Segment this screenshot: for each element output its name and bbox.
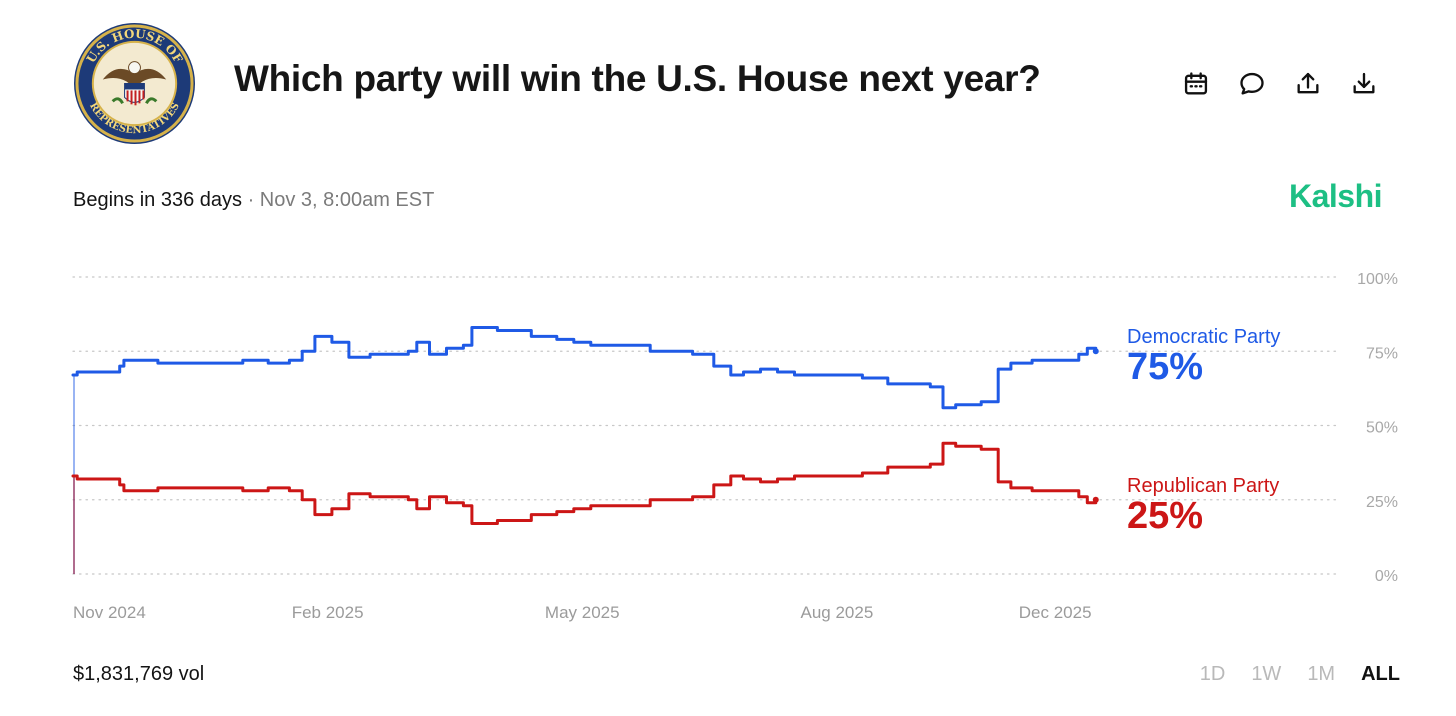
begins-date: Nov 3, 8:00am EST [259,189,435,211]
y-tick-label: 50% [1366,420,1398,437]
y-tick-label: 25% [1366,494,1398,511]
series-line-republican [71,441,1098,525]
share-button[interactable] [1292,67,1324,101]
series-end-dot-republican [1092,496,1099,503]
x-tick-label: Aug 2025 [801,603,874,622]
time-range-selector: 1D 1W 1M ALL [1174,663,1400,686]
series-line-democratic [71,326,1098,410]
series-value-label-republican: 25% [1127,495,1203,537]
kalshi-logo: Kalshi [1289,178,1383,214]
range-1d-button[interactable]: 1D [1199,663,1226,685]
market-timing: Begins in 336 days · Nov 3, 8:00am EST [73,189,434,212]
comment-icon [1240,72,1264,95]
series [71,326,1099,574]
x-tick-label: Nov 2024 [73,603,146,622]
y-tick-label: 0% [1375,568,1398,585]
y-tick-label: 75% [1366,345,1398,362]
download-icon [1353,72,1375,94]
comment-button[interactable] [1236,67,1268,101]
y-tick-label: 100% [1357,271,1398,288]
action-toolbar [1180,67,1404,101]
series-value-label-democratic: 75% [1127,346,1203,388]
house-seal-logo: U.S. HOUSE OF REPRESENTATIVES [73,22,196,145]
range-1m-button[interactable]: 1M [1307,663,1336,685]
separator-dot: · [242,189,260,211]
x-tick-label: May 2025 [545,603,620,622]
x-tick-label: Feb 2025 [292,603,364,622]
x-tick-label: Dec 2025 [1019,603,1092,622]
series-name-label-republican: Republican Party [1127,475,1279,497]
begins-countdown: Begins in 336 days [73,189,243,211]
volume-text: $1,831,769 vol [73,663,205,685]
x-axis-ticks: Nov 2024 Feb 2025 May 2025 Aug 2025 Dec 2025 [73,603,1092,622]
download-button[interactable] [1348,67,1380,101]
calendar-button[interactable] [1180,67,1212,101]
range-all-button[interactable]: ALL [1361,663,1400,685]
share-icon [1297,72,1319,94]
probability-chart: 100% 75% 50% 25% 0% Nov 2024 Feb 2025 May 2025… [71,271,1398,622]
range-1w-button[interactable]: 1W [1251,663,1282,685]
series-end-dot-democratic [1092,348,1099,355]
y-axis-ticks: 100% 75% 50% 25% 0% [1357,271,1398,585]
page-title: Which party will win the U.S. House next… [234,58,1041,99]
calendar-icon [1184,72,1208,95]
series-name-label-democratic: Democratic Party [1127,326,1280,348]
